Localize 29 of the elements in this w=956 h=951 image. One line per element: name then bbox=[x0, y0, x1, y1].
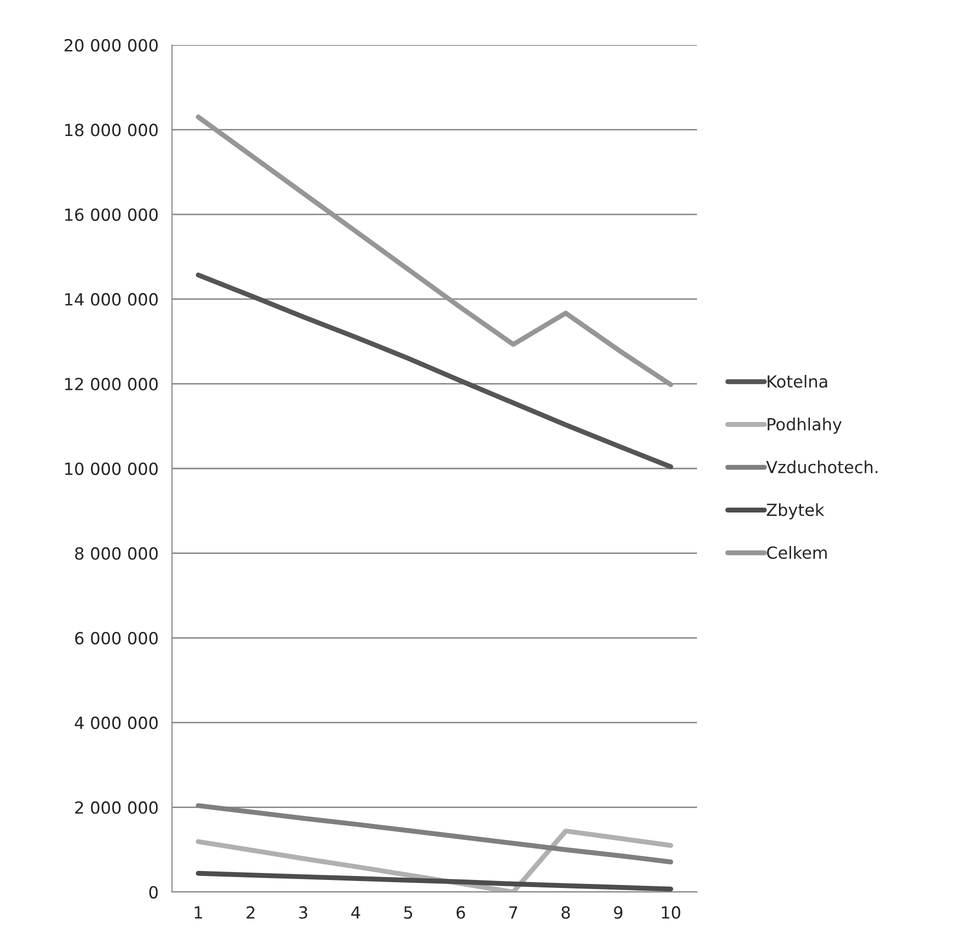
x-tick-label: 9 bbox=[614, 906, 622, 919]
x-tick-label: 7 bbox=[509, 906, 518, 919]
x-tick-label: 10 bbox=[662, 906, 680, 919]
y-tick-label: 10 000 000 bbox=[65, 462, 158, 476]
x-tick-label: 8 bbox=[562, 906, 570, 919]
legend-label: Vzduchotech. bbox=[766, 460, 878, 474]
line-series bbox=[196, 114, 674, 388]
y-tick-label: 4 000 000 bbox=[74, 716, 158, 730]
line-series bbox=[196, 272, 674, 470]
legend-label: Zbytek bbox=[766, 503, 824, 520]
y-tick-label: 18 000 000 bbox=[65, 124, 158, 136]
y-tick-label: 2 000 000 bbox=[75, 801, 158, 814]
y-tick-label: 20 000 000 bbox=[64, 38, 158, 52]
x-tick-label: 4 bbox=[351, 906, 360, 919]
x-tick-label: 1 bbox=[194, 906, 202, 919]
line-series bbox=[196, 870, 674, 892]
y-tick-label: 0 bbox=[149, 886, 158, 899]
x-tick-label: 5 bbox=[404, 906, 412, 919]
x-tick-label: 6 bbox=[456, 906, 466, 919]
y-tick-label: 8 000 000 bbox=[75, 547, 158, 560]
y-tick-label: 12 000 000 bbox=[65, 378, 158, 390]
legend-label: Podhlahy bbox=[768, 418, 842, 434]
y-tick-label: 6 000 000 bbox=[75, 632, 158, 644]
y-tick-label: 16 000 000 bbox=[65, 208, 158, 221]
legend-label: Kotelna bbox=[768, 374, 828, 388]
legend-label: Celkem bbox=[767, 546, 827, 559]
x-tick-label: 3 bbox=[299, 906, 308, 919]
y-tick-label: 14 000 000 bbox=[65, 293, 158, 306]
x-tick-label: 2 bbox=[246, 906, 254, 919]
